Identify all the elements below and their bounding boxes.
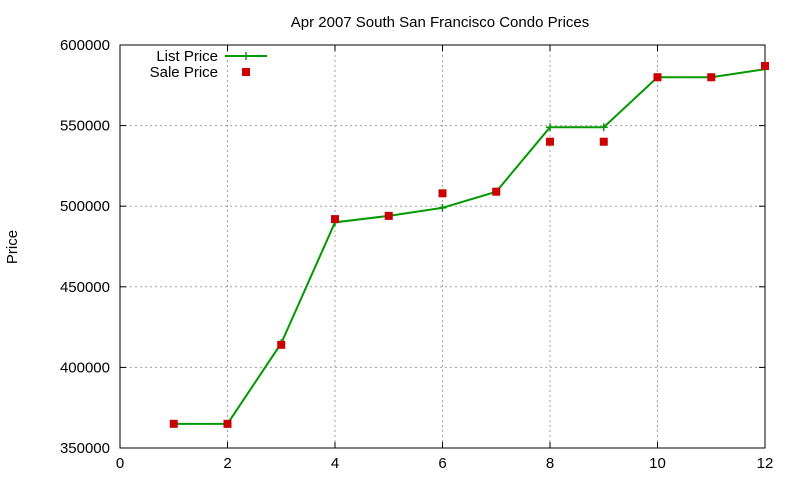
chart-title: Apr 2007 South San Francisco Condo Price… (291, 14, 590, 31)
legend-entry-sale-price: Sale Price (150, 64, 250, 81)
data-point-square (707, 73, 716, 82)
legend-square-swatch (242, 68, 250, 76)
data-point-cross (599, 123, 608, 132)
series-line (173, 68, 766, 425)
data-point-square (277, 340, 286, 349)
data-point-square (438, 189, 447, 198)
x-tick-label: 0 (116, 455, 124, 472)
data-point-square (492, 187, 501, 196)
legend-label: Sale Price (150, 64, 218, 81)
y-tick-label: 450000 (60, 279, 110, 296)
x-tick-label: 4 (331, 455, 339, 472)
series-list-price (169, 65, 769, 428)
y-tick-label: 400000 (60, 359, 110, 376)
y-tick-label: 350000 (60, 440, 110, 457)
y-tick-label: 600000 (60, 37, 110, 54)
data-point-square (384, 211, 393, 220)
series-sale-price (169, 61, 769, 428)
grid-lines (120, 45, 765, 448)
data-point-square (599, 137, 608, 146)
data-point-square (546, 137, 554, 146)
y-tick-label: 550000 (60, 118, 110, 135)
x-tick-label: 12 (757, 455, 774, 472)
x-tick-label: 10 (649, 455, 666, 472)
data-point-square (169, 419, 178, 428)
x-tick-label: 6 (438, 455, 446, 472)
x-tick-label: 2 (223, 455, 231, 472)
data-point-cross (546, 123, 554, 132)
data-point-square (653, 73, 662, 82)
y-axis-label: Price (4, 230, 21, 264)
legend-label: List Price (156, 48, 218, 65)
x-tick-label: 8 (546, 455, 554, 472)
y-tick-label: 500000 (60, 198, 110, 215)
data-point-square (223, 419, 232, 428)
data-point-square (331, 215, 339, 224)
data-point-cross (438, 203, 447, 212)
axes: 0 2 4 6 8 10 12 350000 400000 450000 500000 550000 6… (60, 37, 773, 472)
series-layer (169, 61, 769, 428)
data-point-square (761, 61, 769, 70)
legend-entry-list-price: List Price (156, 48, 267, 65)
